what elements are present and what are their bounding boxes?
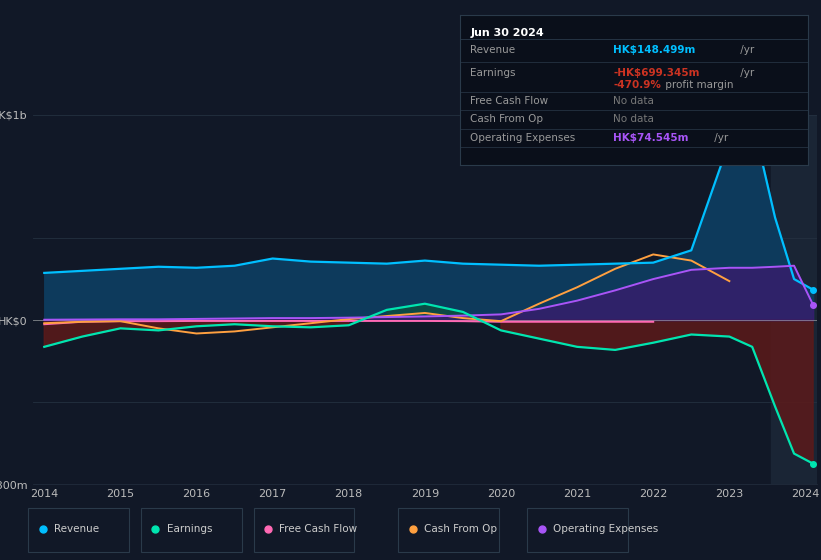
Text: -HK$699.345m: -HK$699.345m [613,68,699,78]
Text: /yr: /yr [710,133,727,143]
Text: No data: No data [613,96,654,106]
Text: Revenue: Revenue [470,45,516,55]
Text: Revenue: Revenue [54,524,99,534]
Text: Free Cash Flow: Free Cash Flow [470,96,548,106]
Text: /yr: /yr [736,68,754,78]
Text: /yr: /yr [736,45,754,55]
Text: -470.9%: -470.9% [613,80,661,90]
Text: HK$74.545m: HK$74.545m [613,133,689,143]
Bar [771,115,817,484]
Text: Cash From Op: Cash From Op [424,524,498,534]
Text: Cash From Op: Cash From Op [470,114,544,124]
Text: profit margin: profit margin [662,80,733,90]
Text: Free Cash Flow: Free Cash Flow [279,524,357,534]
Text: Earnings: Earnings [470,68,516,78]
Text: Earnings: Earnings [167,524,212,534]
Text: HK$148.499m: HK$148.499m [613,45,695,55]
Text: Operating Expenses: Operating Expenses [470,133,576,143]
Text: Jun 30 2024: Jun 30 2024 [470,29,544,39]
Text: No data: No data [613,114,654,124]
Text: Operating Expenses: Operating Expenses [553,524,658,534]
